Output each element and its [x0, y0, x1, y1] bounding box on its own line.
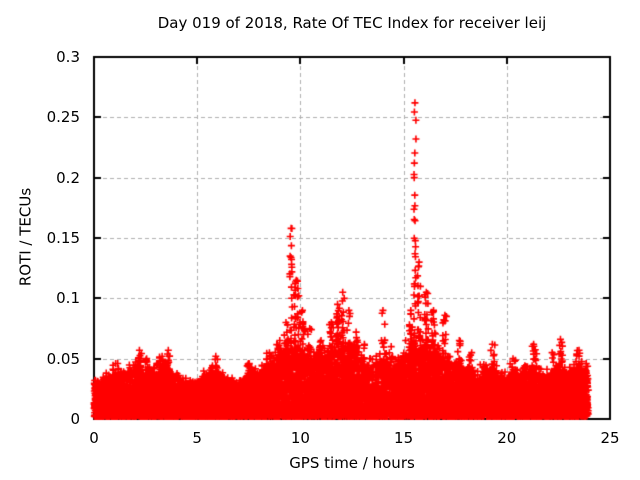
x-tick-label: 15	[394, 429, 414, 447]
y-tick-label: 0.1	[56, 289, 80, 308]
chart-title: Day 019 of 2018, Rate Of TEC Index for r…	[157, 14, 547, 32]
y-tick-label: 0.3	[56, 48, 80, 66]
y-tick-label: 0.25	[46, 108, 80, 127]
x-tick-label: 10	[290, 429, 310, 447]
x-tick-label: 20	[497, 429, 517, 447]
y-tick-label: 0.15	[46, 229, 80, 247]
x-tick-label: 5	[192, 429, 202, 447]
y-tick-label: 0	[70, 410, 80, 428]
x-tick-label: 25	[600, 429, 620, 447]
y-tick-label: 0.05	[46, 349, 80, 368]
x-axis-label: GPS time / hours	[289, 454, 415, 472]
y-tick-label: 0.2	[56, 168, 80, 187]
x-tick-label: 0	[89, 429, 99, 447]
